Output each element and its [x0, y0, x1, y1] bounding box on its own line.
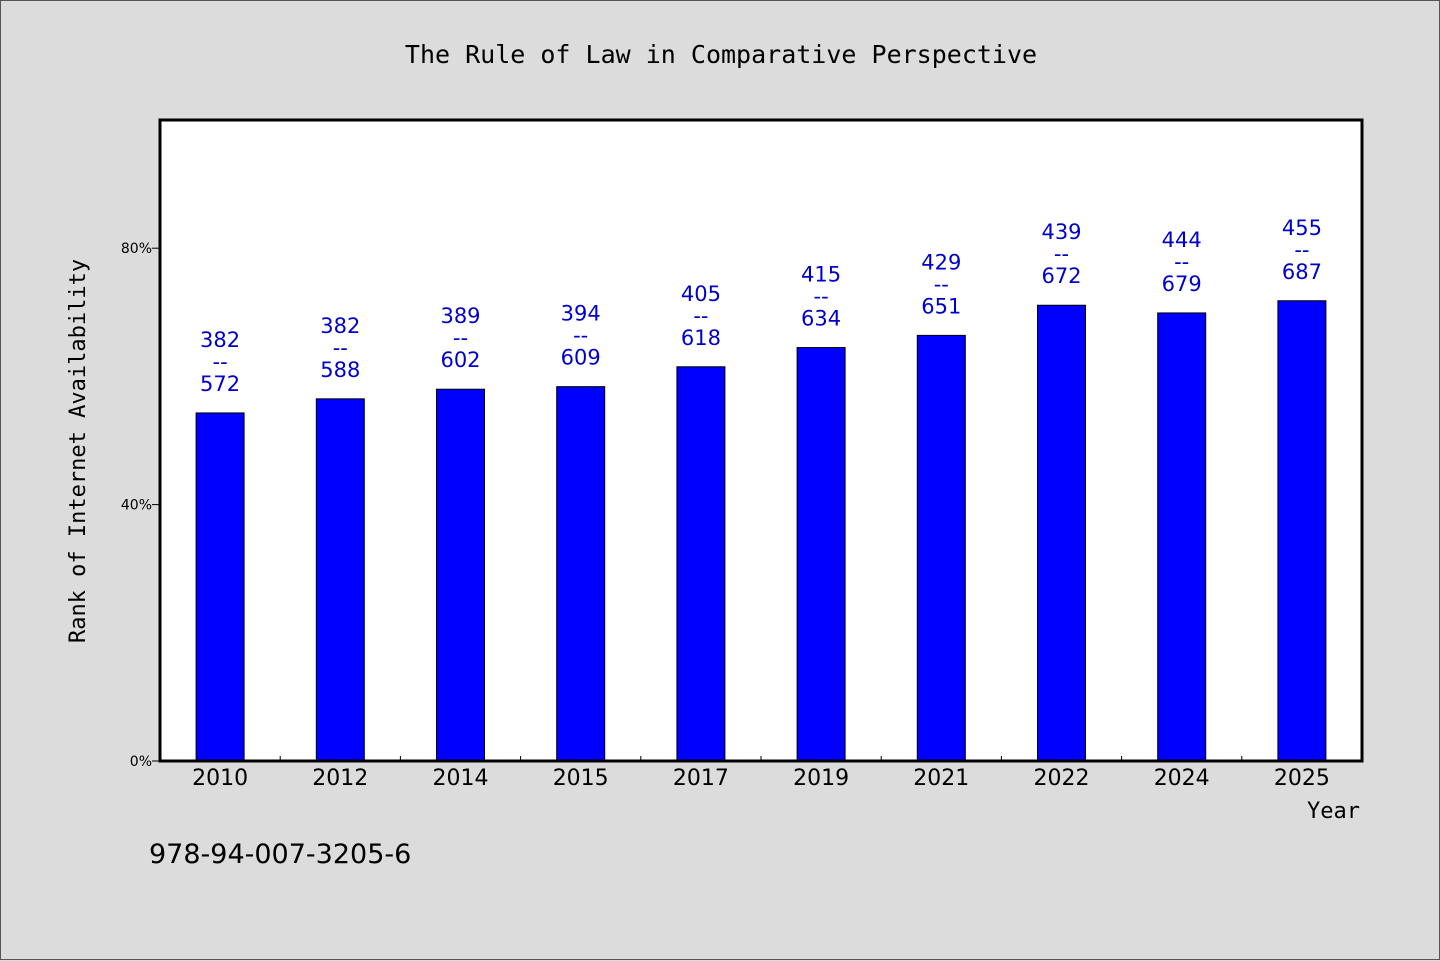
data-label-2015-sep: -- [573, 324, 588, 348]
bar-2022 [1037, 304, 1086, 762]
data-label-2019-bottom: 634 [801, 307, 841, 331]
bar-2025 [1277, 300, 1327, 762]
x-tick-label-2010: 2010 [192, 766, 248, 791]
data-label-2014-top: 389 [440, 304, 480, 328]
data-label-2021-sep: -- [934, 272, 949, 296]
y-tick-label: 80% [121, 241, 152, 257]
x-tick-label-2019: 2019 [793, 766, 849, 791]
data-label-2022-top: 439 [1041, 220, 1081, 244]
data-label-2025-sep: -- [1294, 238, 1309, 262]
y-tick-label: 0% [130, 754, 152, 770]
x-tick-label-2014: 2014 [433, 766, 489, 791]
bar-2019 [796, 347, 846, 762]
data-label-2015-bottom: 609 [561, 346, 601, 370]
data-label-2022-bottom: 672 [1041, 264, 1081, 288]
data-label-2025-bottom: 687 [1282, 260, 1322, 284]
data-label-2025-top: 455 [1282, 216, 1322, 240]
data-label-2024-top: 444 [1162, 228, 1202, 252]
bar-2014 [436, 388, 485, 762]
data-label-2014-sep: -- [453, 326, 468, 350]
bar-2021 [916, 334, 966, 762]
data-label-2012-sep: -- [333, 336, 348, 360]
data-label-2010-sep: -- [213, 350, 228, 374]
data-label-2024-sep: -- [1174, 250, 1189, 274]
x-tick-label-2012: 2012 [312, 766, 368, 791]
y-axis: 0% 40% 80% [121, 241, 160, 770]
x-tick-label-2024: 2024 [1154, 766, 1210, 791]
data-labels-group: 382--572382--588389--602394--609405--618… [200, 216, 1322, 396]
x-axis: 2010 2012 2014 2015 2017 2019 2021 2022 2024 2025 [192, 756, 1330, 791]
footnote-isbn: 978-94-007-3205-6 [149, 839, 411, 870]
x-tick-label-2022: 2022 [1034, 766, 1090, 791]
bar-2017 [676, 366, 726, 762]
data-label-2019-top: 415 [801, 263, 841, 287]
data-label-2015-top: 394 [561, 302, 601, 326]
bar-2024 [1157, 312, 1207, 762]
x-tick-label-2015: 2015 [553, 766, 609, 791]
data-label-2017-bottom: 618 [681, 326, 721, 350]
bars-group [195, 300, 1327, 762]
chart-title: The Rule of Law in Comparative Perspecti… [405, 40, 1037, 69]
data-label-2010-top: 382 [200, 328, 240, 352]
y-axis-label: Rank of Internet Availability [66, 259, 91, 643]
x-tick-label-2017: 2017 [673, 766, 729, 791]
bar-2012 [315, 398, 365, 762]
x-tick-label-2021: 2021 [913, 766, 969, 791]
data-label-2024-bottom: 679 [1162, 272, 1202, 296]
data-label-2017-top: 405 [681, 282, 721, 306]
bar-2015 [556, 386, 606, 762]
data-label-2017-sep: -- [693, 304, 708, 328]
data-label-2012-bottom: 588 [320, 358, 360, 382]
y-tick-label: 40% [121, 498, 152, 514]
data-label-2012-top: 382 [320, 314, 360, 338]
x-axis-label: Year [1307, 799, 1360, 824]
data-label-2019-sep: -- [814, 285, 829, 309]
data-label-2021-bottom: 651 [921, 294, 961, 318]
data-label-2021-top: 429 [921, 250, 961, 274]
data-label-2014-bottom: 602 [440, 348, 480, 372]
x-tick-label-2025: 2025 [1274, 766, 1330, 791]
data-label-2010-bottom: 572 [200, 372, 240, 396]
data-label-2022-sep: -- [1054, 242, 1069, 266]
bar-2010 [195, 412, 245, 762]
